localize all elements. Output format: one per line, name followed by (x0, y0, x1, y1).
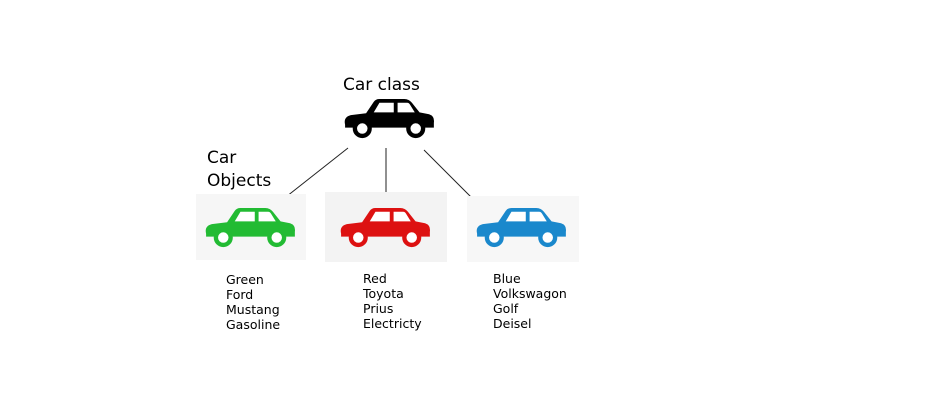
attribute-model: Mustang (226, 302, 280, 317)
car-body (344, 98, 434, 139)
attribute-model: Golf (493, 301, 519, 316)
attribute-color: Red (363, 271, 387, 286)
red-car-attributes: Red Toyota Prius Electricty (363, 271, 422, 331)
attribute-fuel: Electricty (363, 316, 422, 331)
blue-car-attributes: Blue Volkswagon Golf Deisel (493, 271, 567, 331)
objects-label-line2: Objects (207, 171, 272, 191)
attribute-fuel: Deisel (493, 316, 532, 331)
class-title: Car class (343, 75, 420, 95)
class-car-icon (344, 98, 434, 139)
attribute-make: Volkswagon (493, 286, 567, 301)
car-body (340, 207, 430, 248)
red-car-icon (340, 207, 430, 248)
objects-label-line1: Car (207, 148, 237, 168)
car-body (476, 207, 566, 248)
car-body (205, 207, 295, 248)
attribute-color: Green (226, 272, 264, 287)
attribute-make: Ford (226, 287, 254, 302)
attribute-fuel: Gasoline (226, 317, 281, 332)
objects-label: Car Objects (207, 147, 271, 193)
blue-car-icon (476, 207, 566, 248)
attribute-make: Toyota (363, 286, 404, 301)
attribute-color: Blue (493, 271, 521, 286)
green-car-icon (205, 207, 295, 248)
connector-blue (423, 149, 472, 198)
green-car-attributes: Green Ford Mustang Gasoline (226, 272, 280, 332)
attribute-model: Prius (363, 301, 394, 316)
